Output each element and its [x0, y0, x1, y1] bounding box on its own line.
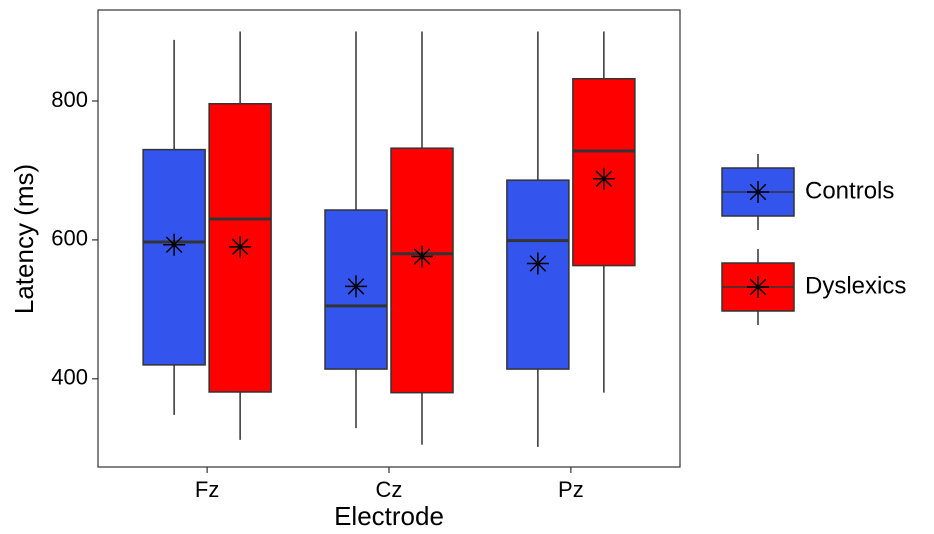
y-tick-label: 400 — [51, 365, 88, 390]
legend-entry: Dyslexics — [721, 249, 906, 325]
box — [390, 147, 454, 394]
box-group — [572, 31, 636, 393]
mean-marker — [526, 252, 549, 275]
x-tick-label: Fz — [195, 477, 219, 502]
legend-label: Controls — [805, 177, 894, 204]
legend-marker — [747, 276, 769, 298]
x-tick-label: Cz — [376, 477, 403, 502]
x-axis-title: Electrode — [334, 501, 444, 531]
mean-marker — [592, 167, 615, 190]
box-group — [324, 31, 388, 429]
y-axis-title: Latency (ms) — [9, 164, 39, 314]
legend-marker — [747, 181, 769, 203]
mean-marker — [163, 233, 186, 256]
mean-marker — [229, 235, 252, 258]
box-group — [142, 39, 206, 415]
mean-marker — [345, 275, 367, 298]
y-tick-label: 600 — [51, 226, 88, 251]
box-group — [208, 31, 272, 440]
legend-entry: Controls — [721, 154, 894, 230]
box-group — [506, 31, 570, 447]
box — [142, 148, 206, 366]
y-tick-label: 800 — [51, 87, 88, 112]
box — [506, 179, 570, 370]
box-group — [390, 31, 454, 445]
x-tick-label: Pz — [558, 477, 584, 502]
legend-label: Dyslexics — [805, 272, 906, 299]
mean-marker — [411, 245, 433, 268]
